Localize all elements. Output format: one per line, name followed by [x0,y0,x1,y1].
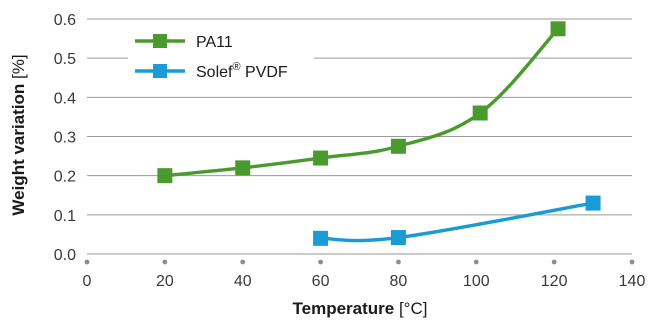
data-point-solef-0 [313,230,329,246]
x-tick-label: 60 [312,273,330,290]
x-tick-label: 140 [619,273,646,290]
legend: PA11 Solef® PVDF [128,30,314,88]
series-lines [157,21,601,246]
data-point-pa11-3 [390,138,406,154]
data-point-pa11-4 [472,105,488,121]
x-axis-title-main: Temperature [293,299,395,318]
x-tick-mark [629,259,635,265]
data-point-solef-2 [585,195,601,211]
y-tick-label: 0.5 [54,51,76,68]
x-axis-title-unit: [°C] [394,299,427,318]
legend-swatch-marker-pa11 [153,34,167,48]
legend-label-superscript: ® [232,61,240,73]
y-tick-label: 0.4 [54,90,76,107]
series-line-solef [318,201,595,243]
tick-labels: 0.0 0.1 0.2 0.3 0.4 0.5 0.6 0 20 40 60 80 100 120 140 [54,12,646,290]
x-tick-mark [318,259,323,265]
y-tick-label: 0.1 [54,208,76,225]
y-tick-label: 0.0 [54,247,76,264]
data-point-pa11-0 [157,168,173,184]
x-tick-label: 0 [83,273,92,290]
x-tick-mark [84,259,90,265]
x-tick-label: 80 [390,273,408,290]
x-tick-label: 20 [156,273,174,290]
data-point-solef-1 [390,230,406,246]
x-tick-mark [473,259,479,265]
x-tick-mark [396,259,401,265]
legend-label-solef: Solef® PVDF [196,61,288,81]
x-tick-mark [551,259,557,265]
legend-label-name: Solef [196,64,233,81]
y-tick-label: 0.3 [54,130,76,147]
y-tick-label: 0.6 [54,12,76,29]
y-tick-label: 0.2 [54,169,76,186]
x-axis-title: Temperature [°C] [293,299,428,318]
legend-label-pa11: PA11 [196,34,233,51]
x-tick-label: 120 [541,273,568,290]
legend-swatch-marker-solef [153,64,167,78]
data-point-pa11-2 [313,150,329,166]
x-tick-label: 100 [463,273,490,290]
legend-label-suffix: PVDF [241,64,288,81]
data-point-pa11-1 [235,160,251,176]
data-point-pa11-5 [550,21,566,37]
x-tick-mark [240,259,246,265]
y-axis-title-main: Weight variation [9,84,28,216]
x-tick-mark [162,259,168,265]
legend-label-name: PA11 [196,34,233,51]
x-tick-label: 40 [234,273,252,290]
y-axis-title-unit: [%] [9,54,28,83]
y-axis-title: Weight variation [%] [9,54,28,215]
